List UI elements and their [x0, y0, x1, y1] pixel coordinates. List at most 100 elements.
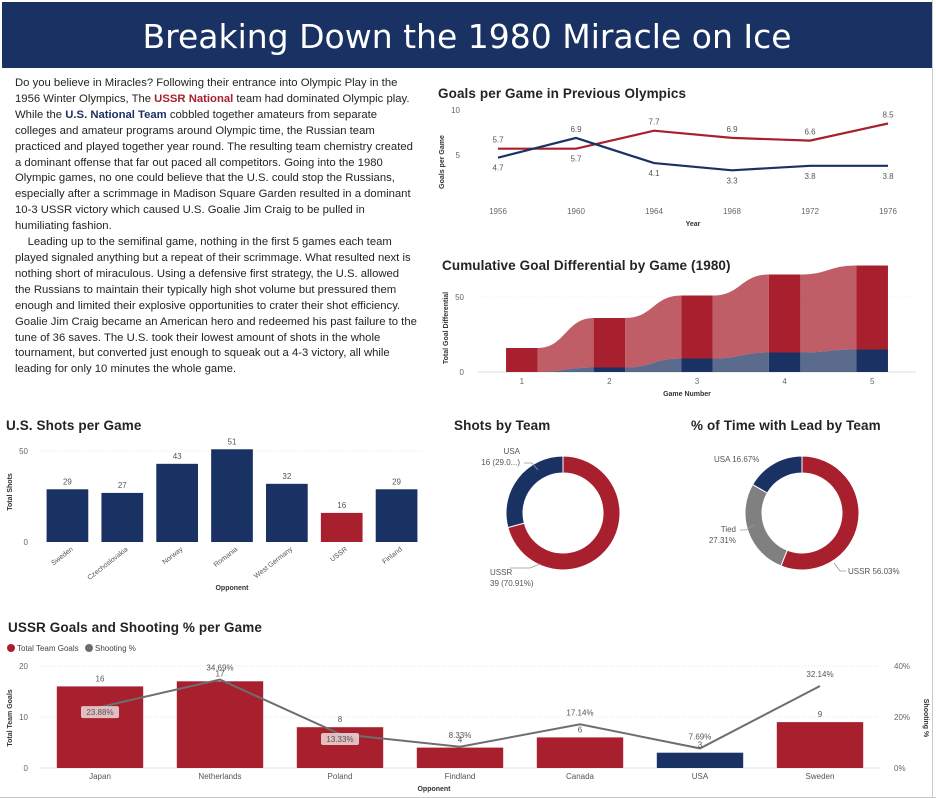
story-paragraph-1: Do you believe in Miracles? Following th…: [15, 76, 417, 235]
x-tick-label: Sweden: [806, 772, 835, 781]
legend-marker-goals: [7, 644, 15, 652]
data-label: 27: [118, 481, 127, 490]
y2-tick-label: 20%: [894, 713, 910, 722]
x-tick-label: Norway: [161, 546, 184, 566]
data-label: 3.3: [726, 176, 738, 185]
x-tick-label: West Germany: [253, 546, 294, 580]
bar-romania: [211, 449, 253, 542]
legend-label-shooting: Shooting %: [95, 644, 136, 653]
bar-usa: [768, 352, 801, 372]
story-p2-text: Leading up to the semifinal game, nothin…: [15, 236, 417, 376]
ribbon-usa: [712, 352, 769, 372]
us-shots-title: U.S. Shots per Game: [6, 418, 142, 433]
y-axis-title: Goals per Game: [439, 135, 446, 189]
x-tick-label: Findland: [445, 772, 476, 781]
data-label: 6.6: [804, 128, 816, 137]
y-tick-label: 50: [19, 447, 28, 456]
slice-label: USA 16.67%: [714, 455, 759, 464]
x-tick-label: Romania: [213, 546, 239, 569]
pct-label: 23.88%: [86, 708, 113, 717]
ussr-highlight: USSR National: [154, 92, 234, 105]
data-label: 29: [392, 477, 401, 486]
goal-label: 9: [818, 710, 823, 719]
x-tick-label: Finland: [381, 546, 403, 566]
slice-usa: [751, 455, 803, 494]
series-line-usa: [497, 136, 888, 172]
data-label: 5.7: [492, 136, 504, 145]
data-label: 3.8: [882, 172, 894, 181]
dashboard-title: Breaking Down the 1980 Miracle on Ice: [2, 2, 932, 68]
bar-japan: [56, 686, 144, 768]
goal-label: 3: [698, 741, 703, 750]
data-label: 32: [282, 472, 291, 481]
x-tick-label: USSR: [329, 546, 349, 563]
ussr-goals-title: USSR Goals and Shooting % per Game: [8, 620, 262, 635]
y-tick-label: 5: [456, 151, 461, 160]
x-tick-label: 1964: [645, 207, 663, 216]
y2-axis-title: Shooting %: [922, 699, 929, 738]
slice-tied: [744, 483, 788, 567]
x-tick-label: 1976: [879, 207, 897, 216]
bar-usa: [656, 752, 744, 768]
y-tick-label: 0: [24, 538, 29, 547]
y-tick-label: 10: [19, 713, 28, 722]
legend-marker-shooting: [85, 644, 93, 652]
pct-label: 32.14%: [806, 670, 833, 679]
pct-label: 17.14%: [566, 708, 593, 717]
goal-label: 16: [96, 674, 105, 683]
bar-ussr: [593, 318, 626, 368]
frame-border-right: [932, 0, 933, 798]
slice-label-value: 16 (29.0...): [481, 458, 520, 467]
bar-usa: [681, 358, 713, 372]
data-label: 3.8: [804, 172, 816, 181]
x-tick-label: 4: [782, 377, 787, 386]
shooting-line: [99, 678, 821, 750]
bar-ussr: [506, 348, 538, 372]
ribbon-ussr: [712, 274, 769, 359]
bar-netherlands: [176, 681, 264, 768]
x-axis-title: Opponent: [417, 786, 451, 793]
bar-finland: [375, 489, 418, 542]
ribbon-ussr: [625, 295, 682, 368]
data-label: 43: [173, 452, 182, 461]
bar-canada: [536, 737, 624, 768]
x-tick-label: Poland: [328, 772, 353, 781]
time-lead-donut: USA 16.67% Tied 27.31% USSR 56.03%: [709, 455, 900, 576]
y2-tick-label: 0%: [894, 764, 906, 773]
x-tick-label: 2: [607, 377, 612, 386]
pct-label-bg: [321, 733, 359, 746]
pct-label: 7.69%: [689, 732, 712, 741]
pct-label: 8.33%: [449, 731, 472, 740]
x-tick-label: 1956: [489, 207, 507, 216]
goals-per-game-chart: 5 10 Goals per Game 1956 1960 1964 1968 1972 197…: [439, 106, 897, 228]
x-tick-label: 3: [695, 377, 700, 386]
slice-label-name: USSR: [490, 568, 512, 577]
us-highlight: U.S. National Team: [65, 108, 167, 121]
ussr-goals-chart: Total Team Goals Shooting % 0 10 20 0% 20% 40% T…: [7, 644, 929, 793]
data-label: 6.9: [570, 125, 582, 134]
x-tick-label: 5: [870, 377, 875, 386]
x-tick-label: 1972: [801, 207, 819, 216]
x-axis-title: Year: [686, 221, 701, 228]
data-label: 4.7: [492, 164, 504, 173]
x-tick-label: Canada: [566, 772, 595, 781]
x-axis-title: Opponent: [215, 585, 249, 592]
legend-label-goals: Total Team Goals: [17, 644, 79, 653]
cumulative-diff-title: Cumulative Goal Differential by Game (19…: [442, 258, 731, 273]
bar-ussr: [320, 512, 363, 542]
bar-ussr: [681, 295, 713, 359]
us-shots-chart: 0 50 Total Shots 29 Sweden 27 Czechoslovakia 43…: [7, 437, 424, 592]
bar-norway: [156, 463, 198, 542]
data-label: 5.7: [570, 155, 582, 164]
leader-line: [524, 462, 539, 471]
x-tick-label: Sweden: [50, 546, 74, 567]
y-tick-label: 10: [451, 106, 460, 115]
time-lead-title: % of Time with Lead by Team: [691, 418, 881, 433]
slice-label-value: 27.31%: [709, 536, 736, 545]
x-tick-label: Netherlands: [198, 772, 241, 781]
pct-label: 13.33%: [326, 735, 353, 744]
bar-sweden: [776, 722, 864, 768]
bar-west-germany: [266, 483, 308, 542]
bar-czechoslovakia: [101, 492, 144, 542]
story-p1-end: cobbled together amateurs from separate …: [15, 108, 413, 233]
